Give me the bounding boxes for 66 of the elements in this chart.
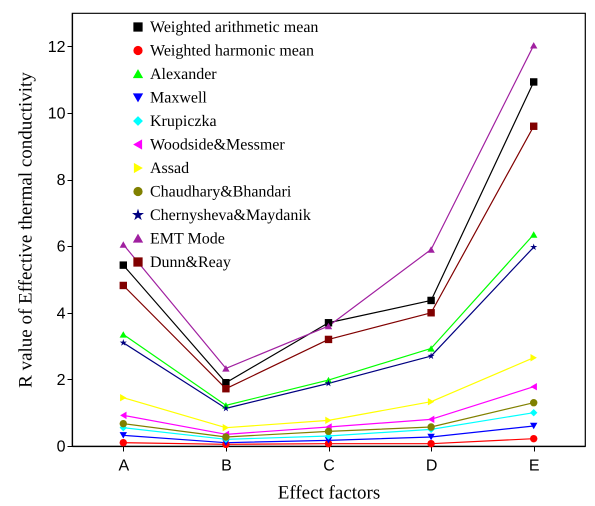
point xyxy=(222,424,230,432)
x-tick-label: B xyxy=(221,458,232,474)
point xyxy=(222,404,230,412)
point xyxy=(120,412,127,420)
point xyxy=(222,365,230,372)
point xyxy=(530,78,538,86)
point xyxy=(324,322,332,330)
point xyxy=(530,434,538,442)
point xyxy=(325,416,332,424)
point xyxy=(120,420,128,428)
legend-label: Weighted arithmetic mean xyxy=(150,19,318,36)
x-tick-label: E xyxy=(528,458,540,474)
legend-label: Weighted harmonic mean xyxy=(150,42,314,60)
point xyxy=(222,385,230,392)
legend-label: Assad xyxy=(150,160,190,177)
y-tick-label: 4 xyxy=(56,305,66,322)
point xyxy=(120,331,128,338)
point xyxy=(120,282,128,290)
y-tick-label: 2 xyxy=(56,372,66,389)
point xyxy=(120,261,128,269)
y-axis-title: R value of Effective thermal conductivity xyxy=(16,72,37,388)
x-tick-label: C xyxy=(323,458,335,474)
point xyxy=(427,440,435,448)
point xyxy=(324,380,332,386)
point xyxy=(120,241,128,248)
y-tick-label: 12 xyxy=(48,38,66,56)
point xyxy=(530,122,538,130)
point xyxy=(530,354,537,362)
point xyxy=(530,383,537,390)
point xyxy=(530,42,538,49)
point xyxy=(427,434,435,440)
x-tick-label: A xyxy=(118,458,130,474)
point xyxy=(530,231,538,238)
point xyxy=(120,394,127,402)
x-tick-label: D xyxy=(426,458,438,474)
point xyxy=(427,345,435,352)
y-tick-label: 10 xyxy=(48,105,66,122)
point xyxy=(120,438,128,446)
x-axis-title: Effect factors xyxy=(278,482,380,504)
legend-label: Krupiczka xyxy=(150,113,217,130)
point xyxy=(324,428,332,436)
legend-label: Chaudhary&Bhandari xyxy=(150,184,292,200)
point xyxy=(428,352,435,360)
point xyxy=(120,339,127,346)
point xyxy=(428,398,434,406)
point xyxy=(428,416,434,424)
legend-label: Maxwell xyxy=(150,90,208,106)
legend-label: Woodside&Messmer xyxy=(150,136,286,154)
point xyxy=(222,433,230,441)
y-tick-label: 8 xyxy=(56,172,66,190)
point xyxy=(427,246,435,253)
point xyxy=(530,399,538,406)
point xyxy=(324,336,332,344)
legend-label: Alexander xyxy=(150,66,218,83)
y-tick-label: 6 xyxy=(56,238,66,256)
point xyxy=(427,309,435,316)
legend-label: Chernysheva&Maydanik xyxy=(150,207,311,224)
legend-label: Dunn&Reay xyxy=(150,254,231,271)
point xyxy=(427,423,435,431)
legend-label: EMT Mode xyxy=(150,230,225,248)
point xyxy=(530,243,538,250)
point xyxy=(120,432,128,439)
y-tick-label: 0 xyxy=(56,438,66,456)
point xyxy=(530,408,538,416)
point xyxy=(427,296,435,304)
point xyxy=(530,422,538,430)
